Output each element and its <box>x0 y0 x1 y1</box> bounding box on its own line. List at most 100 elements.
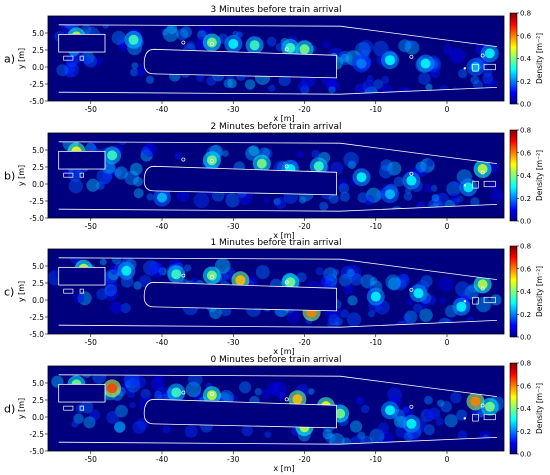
density-blob <box>130 68 139 77</box>
point-marker <box>463 184 467 187</box>
density-blob <box>273 198 281 206</box>
density-blob <box>380 159 393 172</box>
panel-b: 2 Minutes before train arrival b) y [m] -5.… <box>4 122 544 240</box>
y-tick-label: -2.5 <box>29 430 44 439</box>
density-blob <box>96 288 108 301</box>
y-tick-label: -5.0 <box>29 214 44 223</box>
density-blob <box>403 432 413 442</box>
y-tick-label: 0.0 <box>32 180 44 189</box>
hotspot <box>313 161 324 172</box>
density-blob <box>140 149 153 162</box>
density-blob <box>184 264 192 272</box>
small-structure <box>472 413 479 422</box>
density-blob <box>296 272 307 283</box>
hotspot <box>299 44 310 55</box>
x-tick-label: -10 <box>370 105 382 114</box>
panel-label: b) <box>4 170 15 183</box>
density-blob <box>420 409 434 422</box>
density-blob <box>359 39 374 55</box>
density-blob <box>320 278 332 290</box>
density-blob <box>340 53 350 63</box>
density-blob <box>274 196 287 209</box>
y-axis-label: y [m] <box>17 281 26 302</box>
hotspot <box>385 189 395 200</box>
y-tick-label: 5.0 <box>32 146 44 155</box>
density-blob <box>387 161 402 176</box>
density-blob <box>196 74 205 83</box>
hotspot <box>470 396 481 407</box>
density-blob <box>319 201 329 211</box>
density-blob <box>268 84 276 92</box>
density-blob <box>71 420 79 428</box>
platform-edge-bottom <box>58 320 497 328</box>
hotspot <box>463 182 474 193</box>
x-axis-label: x [m] <box>273 114 294 123</box>
density-blob <box>326 309 342 324</box>
density-blob <box>404 310 418 324</box>
density-blob <box>324 273 338 287</box>
outer-area-bottom <box>48 437 504 451</box>
colorbar-tick-label: 0.8 <box>520 360 531 368</box>
density-blob <box>84 54 97 68</box>
density-blob <box>299 196 307 204</box>
outer-area-top <box>48 133 504 164</box>
small-structure <box>483 180 496 188</box>
colorbar-tick-label: 0.2 <box>520 78 531 86</box>
hotspot <box>470 62 481 72</box>
density-blob <box>109 264 120 275</box>
density-blob <box>398 39 412 53</box>
y-tick-label: -2.5 <box>29 197 44 206</box>
density-blob <box>108 269 119 281</box>
pillar-marker <box>181 157 186 162</box>
density-blob <box>129 402 136 409</box>
density-blob <box>346 312 362 327</box>
density-blob <box>428 407 441 420</box>
density-blob <box>114 166 128 180</box>
density-blob <box>184 424 198 438</box>
y-tick-label: -2.5 <box>29 80 44 89</box>
density-blob <box>357 431 366 440</box>
density-blob <box>435 417 444 426</box>
density-blob <box>396 273 410 288</box>
x-tick-label: -50 <box>85 105 97 114</box>
density-blob <box>360 274 375 289</box>
density-blob <box>231 394 238 401</box>
density-blob <box>286 309 301 324</box>
density-blob <box>439 297 447 304</box>
density-blob <box>140 388 151 400</box>
density-blob <box>424 395 433 405</box>
pillar-marker <box>209 158 214 163</box>
density-blob <box>323 267 338 282</box>
density-blob <box>297 81 308 92</box>
hotspot <box>406 175 417 186</box>
colorbar: 0.0 0.2 0.4 0.6 0.8 Density [m⁻²] <box>509 127 544 226</box>
density-blob <box>311 149 321 159</box>
density-blob <box>394 278 407 291</box>
density-blob <box>490 189 504 202</box>
density-blob <box>462 292 470 300</box>
colorbar-tick-label: 0.4 <box>520 172 532 180</box>
density-blob <box>104 283 117 297</box>
density-blob <box>241 424 253 437</box>
obstacles <box>48 366 504 451</box>
panel-label: d) <box>4 403 15 416</box>
density-blob <box>431 194 441 203</box>
hotspot <box>420 58 431 69</box>
density-blob <box>315 267 324 276</box>
density-blob <box>73 413 84 424</box>
density-blob <box>405 40 420 55</box>
density-blob <box>328 86 336 94</box>
density-blob <box>106 411 120 424</box>
density-blob <box>367 75 374 82</box>
density-blob <box>180 26 192 38</box>
density-blob <box>330 161 344 175</box>
density-blob <box>113 168 122 177</box>
density-blob <box>133 188 144 199</box>
y-tick-label: 2.5 <box>32 163 44 172</box>
hotspot <box>107 383 118 394</box>
density-blob <box>126 389 136 398</box>
outer-area-top <box>48 16 504 47</box>
density-blob <box>379 164 393 179</box>
pillar-marker <box>480 53 485 58</box>
density-blob <box>166 23 178 35</box>
